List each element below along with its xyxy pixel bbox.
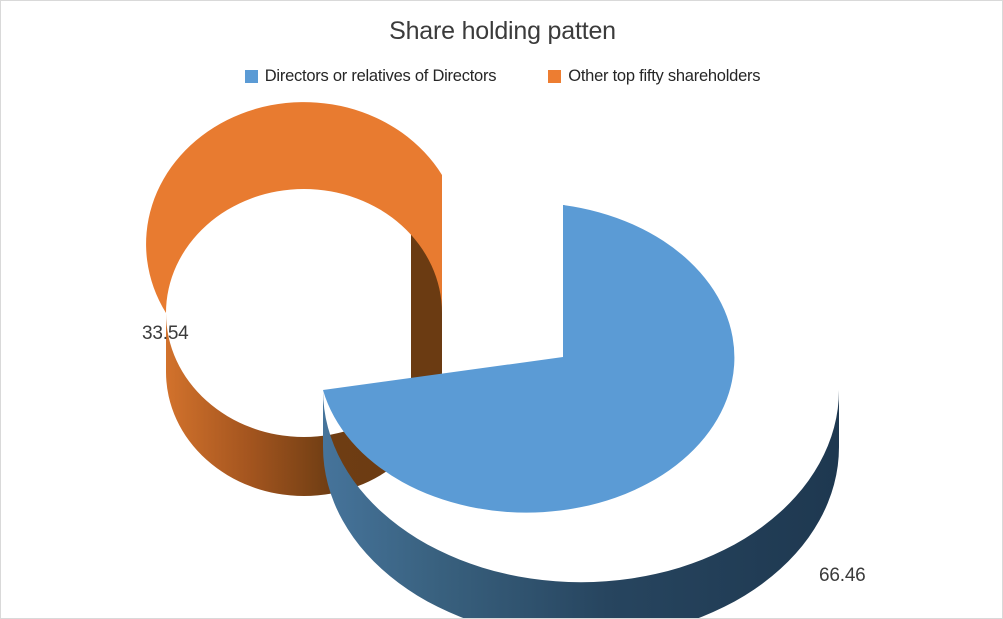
- pie-slice-blue-side-wall: [323, 390, 839, 618]
- legend-swatch-blue-icon: [244, 70, 258, 83]
- pie-plot-area: 33.54 66.46: [1, 97, 1002, 618]
- legend-item-directors-label: Directors or relatives of Directors: [264, 67, 497, 85]
- pie-chart-svg: [146, 102, 839, 618]
- legend-item-directors[interactable]: Directors or relatives of Directors: [244, 67, 497, 86]
- legend-item-other-shareholders-label: Other top fifty shareholders: [568, 67, 761, 85]
- pie-data-label-blue: 66.46: [819, 565, 866, 586]
- pie-slice-orange-top: [146, 102, 443, 313]
- legend-item-other-shareholders[interactable]: Other top fifty shareholders: [548, 67, 761, 86]
- chart-legend: Directors or relatives of Directors Othe…: [1, 67, 1002, 86]
- pie-data-label-orange: 33.54: [142, 323, 189, 344]
- chart-title: Share holding patten: [389, 17, 616, 45]
- pie-slice-blue-top: [323, 205, 735, 513]
- pie-slice-directors[interactable]: [323, 205, 839, 618]
- legend-swatch-orange-icon: [548, 70, 562, 83]
